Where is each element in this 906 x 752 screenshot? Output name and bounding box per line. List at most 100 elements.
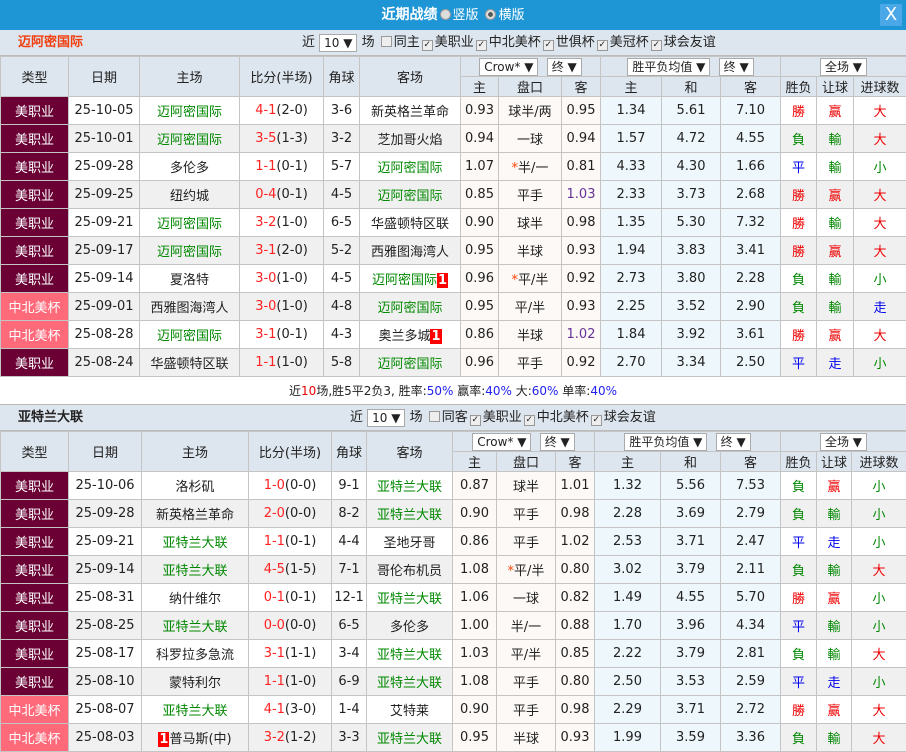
scope-select[interactable]: 全场 ▼ xyxy=(820,58,867,76)
score[interactable]: 1-1(0-1) xyxy=(249,528,332,556)
league-type[interactable]: 美职业 xyxy=(1,584,69,612)
home-team-name[interactable]: 亚特兰大联 xyxy=(162,704,227,719)
away-team-name[interactable]: 多伦多 xyxy=(390,620,429,635)
score[interactable]: 3-0(1-0) xyxy=(240,265,324,293)
away-team-name[interactable]: 华盛顿特区联 xyxy=(371,217,449,232)
match-count-select[interactable]: 10 ▼ xyxy=(367,409,405,427)
league-filter-checkbox[interactable]: ✓ xyxy=(597,40,608,51)
home-team-name[interactable]: 蒙特利尔 xyxy=(169,676,221,691)
away-team-name[interactable]: 亚特兰大联 xyxy=(377,732,442,747)
company-select[interactable]: Crow* ▼ xyxy=(472,433,531,451)
score[interactable]: 1-1(1-0) xyxy=(249,668,332,696)
away-team[interactable]: 亚特兰大联 xyxy=(367,668,453,696)
home-team-name[interactable]: 迈阿密国际 xyxy=(157,133,222,148)
home-team-name[interactable]: 多伦多 xyxy=(170,161,209,176)
home-team-name[interactable]: 西雅图海湾人 xyxy=(150,301,228,316)
home-team-name[interactable]: 迈阿密国际 xyxy=(157,217,222,232)
away-team-name[interactable]: 迈阿密国际 xyxy=(377,301,442,316)
league-type[interactable]: 美职业 xyxy=(1,640,69,668)
home-team[interactable]: 1普马斯(中) xyxy=(142,724,249,752)
league-type[interactable]: 美职业 xyxy=(1,237,69,265)
score[interactable]: 4-1(3-0) xyxy=(249,696,332,724)
home-team-name[interactable]: 纽约城 xyxy=(170,189,209,204)
score[interactable]: 0-1(0-1) xyxy=(249,584,332,612)
league-filter-checkbox[interactable]: ✓ xyxy=(470,415,481,426)
league-type[interactable]: 美职业 xyxy=(1,472,69,500)
away-team-name[interactable]: 迈阿密国际 xyxy=(377,189,442,204)
score[interactable]: 3-2(1-2) xyxy=(249,724,332,752)
league-type[interactable]: 美职业 xyxy=(1,209,69,237)
radio-vertical[interactable] xyxy=(440,9,451,20)
close-icon[interactable]: X xyxy=(880,4,902,26)
league-type[interactable]: 美职业 xyxy=(1,181,69,209)
home-team[interactable]: 亚特兰大联 xyxy=(142,612,249,640)
league-filter-checkbox[interactable]: ✓ xyxy=(476,40,487,51)
league-filter-checkbox[interactable]: ✓ xyxy=(422,40,433,51)
away-team-name[interactable]: 亚特兰大联 xyxy=(377,480,442,495)
home-team-name[interactable]: 普马斯(中) xyxy=(169,732,231,747)
match-count-select[interactable]: 10 ▼ xyxy=(319,34,357,52)
home-team-name[interactable]: 迈阿密国际 xyxy=(157,245,222,260)
home-team[interactable]: 迈阿密国际 xyxy=(140,97,240,125)
score[interactable]: 3-1(2-0) xyxy=(240,237,324,265)
away-team[interactable]: 奥兰多城1 xyxy=(360,321,461,349)
away-team-name[interactable]: 亚特兰大联 xyxy=(377,676,442,691)
home-team[interactable]: 洛杉矶 xyxy=(142,472,249,500)
away-team-name[interactable]: 新英格兰革命 xyxy=(371,105,449,120)
home-team[interactable]: 纳什维尔 xyxy=(142,584,249,612)
league-type[interactable]: 美职业 xyxy=(1,265,69,293)
away-team[interactable]: 西雅图海湾人 xyxy=(360,237,461,265)
away-team[interactable]: 亚特兰大联 xyxy=(367,584,453,612)
final-select-1[interactable]: 终 ▼ xyxy=(547,58,582,76)
home-team-name[interactable]: 迈阿密国际 xyxy=(157,105,222,120)
home-team[interactable]: 纽约城 xyxy=(140,181,240,209)
away-team-name[interactable]: 奥兰多城 xyxy=(378,329,430,344)
league-filter-checkbox[interactable]: ✓ xyxy=(651,40,662,51)
home-team[interactable]: 迈阿密国际 xyxy=(140,209,240,237)
score[interactable]: 3-1(1-1) xyxy=(249,640,332,668)
home-team-name[interactable]: 新英格兰革命 xyxy=(156,508,234,523)
away-team[interactable]: 圣地牙哥 xyxy=(367,528,453,556)
away-team-name[interactable]: 艾特莱 xyxy=(390,704,429,719)
league-type[interactable]: 中北美杯 xyxy=(1,293,69,321)
away-team[interactable]: 迈阿密国际 xyxy=(360,153,461,181)
away-team-name[interactable]: 迈阿密国际 xyxy=(377,161,442,176)
score[interactable]: 3-0(1-0) xyxy=(240,293,324,321)
home-team-name[interactable]: 亚特兰大联 xyxy=(162,564,227,579)
league-filter-checkbox[interactable]: ✓ xyxy=(591,415,602,426)
final-select-2[interactable]: 终 ▼ xyxy=(719,58,754,76)
league-type[interactable]: 美职业 xyxy=(1,125,69,153)
score[interactable]: 0-4(0-1) xyxy=(240,181,324,209)
home-team[interactable]: 西雅图海湾人 xyxy=(140,293,240,321)
away-team[interactable]: 亚特兰大联 xyxy=(367,724,453,752)
home-team-name[interactable]: 夏洛特 xyxy=(170,273,209,288)
away-team[interactable]: 多伦多 xyxy=(367,612,453,640)
home-team-name[interactable]: 科罗拉多急流 xyxy=(156,648,234,663)
score[interactable]: 0-0(0-0) xyxy=(249,612,332,640)
league-filter-checkbox[interactable]: ✓ xyxy=(543,40,554,51)
home-team-name[interactable]: 亚特兰大联 xyxy=(162,620,227,635)
odds-type-select[interactable]: 胜平负均值 ▼ xyxy=(627,58,710,76)
league-type[interactable]: 美职业 xyxy=(1,153,69,181)
home-team[interactable]: 迈阿密国际 xyxy=(140,321,240,349)
league-type[interactable]: 美职业 xyxy=(1,668,69,696)
away-team[interactable]: 亚特兰大联 xyxy=(367,472,453,500)
away-team-name[interactable]: 亚特兰大联 xyxy=(377,508,442,523)
league-filter-checkbox[interactable]: ✓ xyxy=(524,415,535,426)
away-team-name[interactable]: 迈阿密国际 xyxy=(372,273,437,288)
league-type[interactable]: 中北美杯 xyxy=(1,724,69,752)
league-type[interactable]: 美职业 xyxy=(1,500,69,528)
home-team[interactable]: 亚特兰大联 xyxy=(142,528,249,556)
away-team[interactable]: 亚特兰大联 xyxy=(367,640,453,668)
away-team[interactable]: 艾特莱 xyxy=(367,696,453,724)
score[interactable]: 3-2(1-0) xyxy=(240,209,324,237)
home-team[interactable]: 夏洛特 xyxy=(140,265,240,293)
company-select[interactable]: Crow* ▼ xyxy=(479,58,538,76)
away-team-name[interactable]: 迈阿密国际 xyxy=(377,357,442,372)
away-team[interactable]: 迈阿密国际 xyxy=(360,349,461,377)
home-team-name[interactable]: 洛杉矶 xyxy=(175,480,214,495)
away-team[interactable]: 新英格兰革命 xyxy=(360,97,461,125)
radio-horizontal[interactable] xyxy=(485,9,496,20)
score[interactable]: 3-1(0-1) xyxy=(240,321,324,349)
final-select-2[interactable]: 终 ▼ xyxy=(716,433,751,451)
